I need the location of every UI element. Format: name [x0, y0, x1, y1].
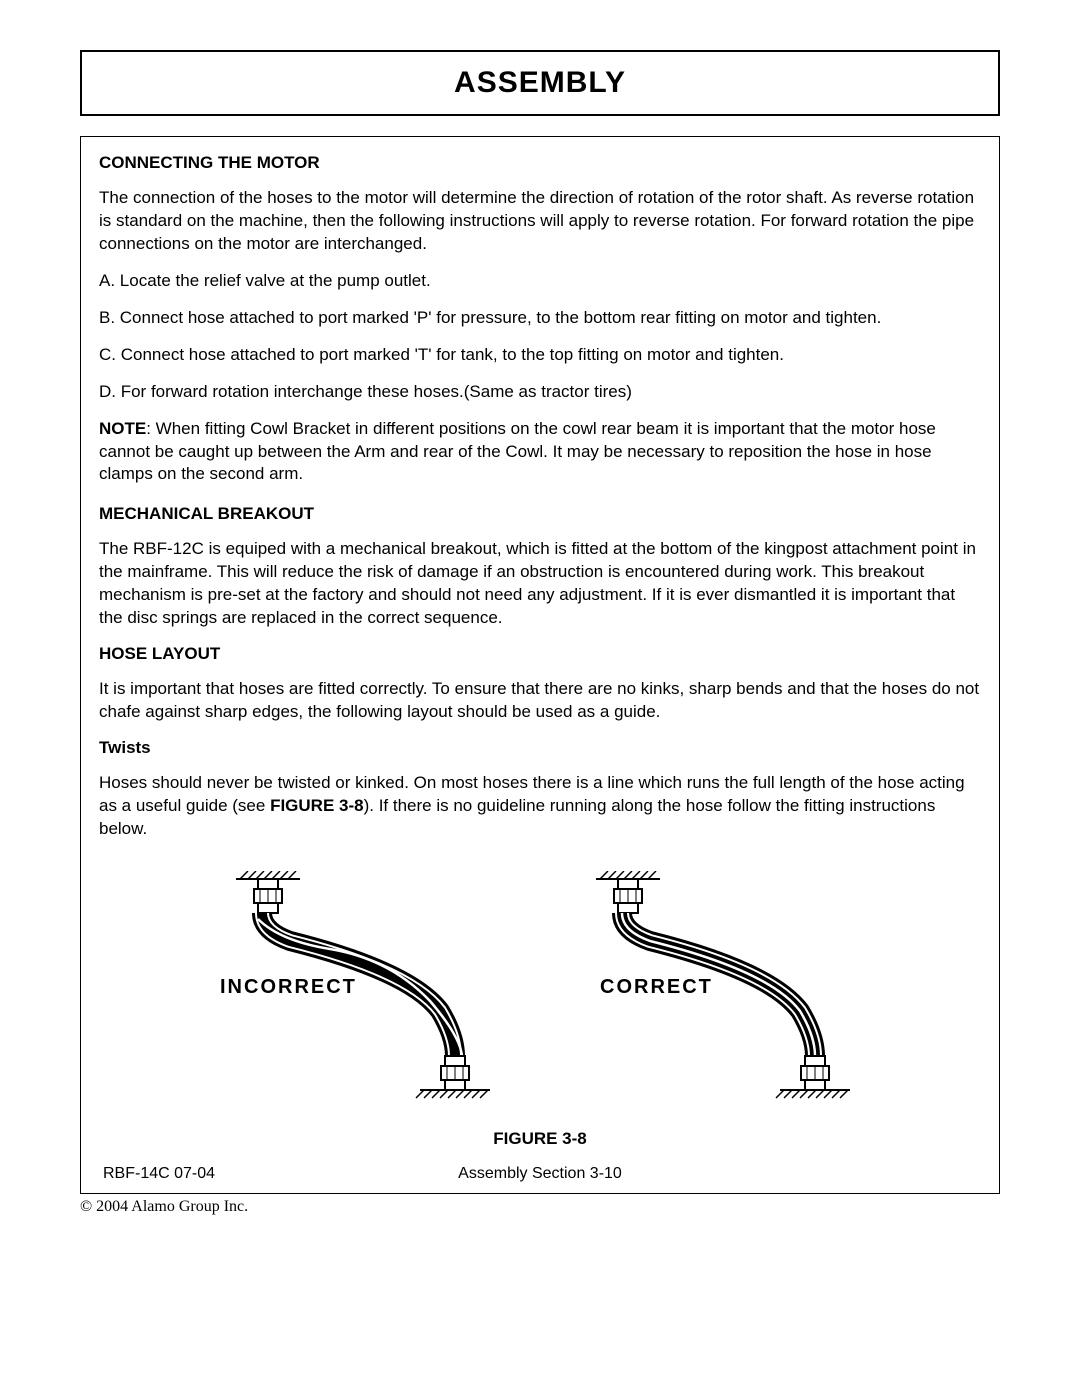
- body-hose-layout: It is important that hoses are fitted co…: [99, 678, 981, 724]
- heading-connecting-motor: CONNECTING THE MOTOR: [99, 153, 981, 173]
- title-box: ASSEMBLY: [80, 50, 1000, 116]
- figure-area: INCORRECT: [99, 871, 981, 1111]
- diagram-correct: CORRECT: [570, 871, 870, 1111]
- content-box: CONNECTING THE MOTOR The connection of t…: [80, 136, 1000, 1194]
- item-d: D. For forward rotation interchange thes…: [99, 381, 981, 404]
- body-mechanical-breakout: The RBF-12C is equiped with a mechanical…: [99, 538, 981, 630]
- note-body: : When fitting Cowl Bracket in different…: [99, 419, 936, 484]
- item-a: A. Locate the relief valve at the pump o…: [99, 270, 981, 293]
- footer-left: RBF-14C 07-04: [103, 1165, 215, 1183]
- figure-ref: FIGURE 3-8: [270, 796, 364, 815]
- heading-hose-layout: HOSE LAYOUT: [99, 644, 981, 664]
- item-b: B. Connect hose attached to port marked …: [99, 307, 981, 330]
- note-label: NOTE: [99, 419, 146, 438]
- intro-connecting-motor: The connection of the hoses to the motor…: [99, 187, 981, 256]
- label-correct: CORRECT: [600, 976, 713, 999]
- item-c: C. Connect hose attached to port marked …: [99, 344, 981, 367]
- heading-twists: Twists: [99, 738, 981, 758]
- heading-mechanical-breakout: MECHANICAL BREAKOUT: [99, 504, 981, 524]
- figure-caption: FIGURE 3-8: [99, 1129, 981, 1149]
- copyright: © 2004 Alamo Group Inc.: [80, 1198, 1000, 1216]
- label-incorrect: INCORRECT: [220, 976, 357, 999]
- footer-center: Assembly Section 3-10: [458, 1165, 622, 1183]
- diagram-incorrect: INCORRECT: [210, 871, 510, 1111]
- note-text: NOTE: When fitting Cowl Bracket in diffe…: [99, 418, 981, 487]
- footer-row: RBF-14C 07-04 Assembly Section 3-10: [99, 1165, 981, 1183]
- body-twists: Hoses should never be twisted or kinked.…: [99, 772, 981, 841]
- page-title: ASSEMBLY: [82, 66, 998, 100]
